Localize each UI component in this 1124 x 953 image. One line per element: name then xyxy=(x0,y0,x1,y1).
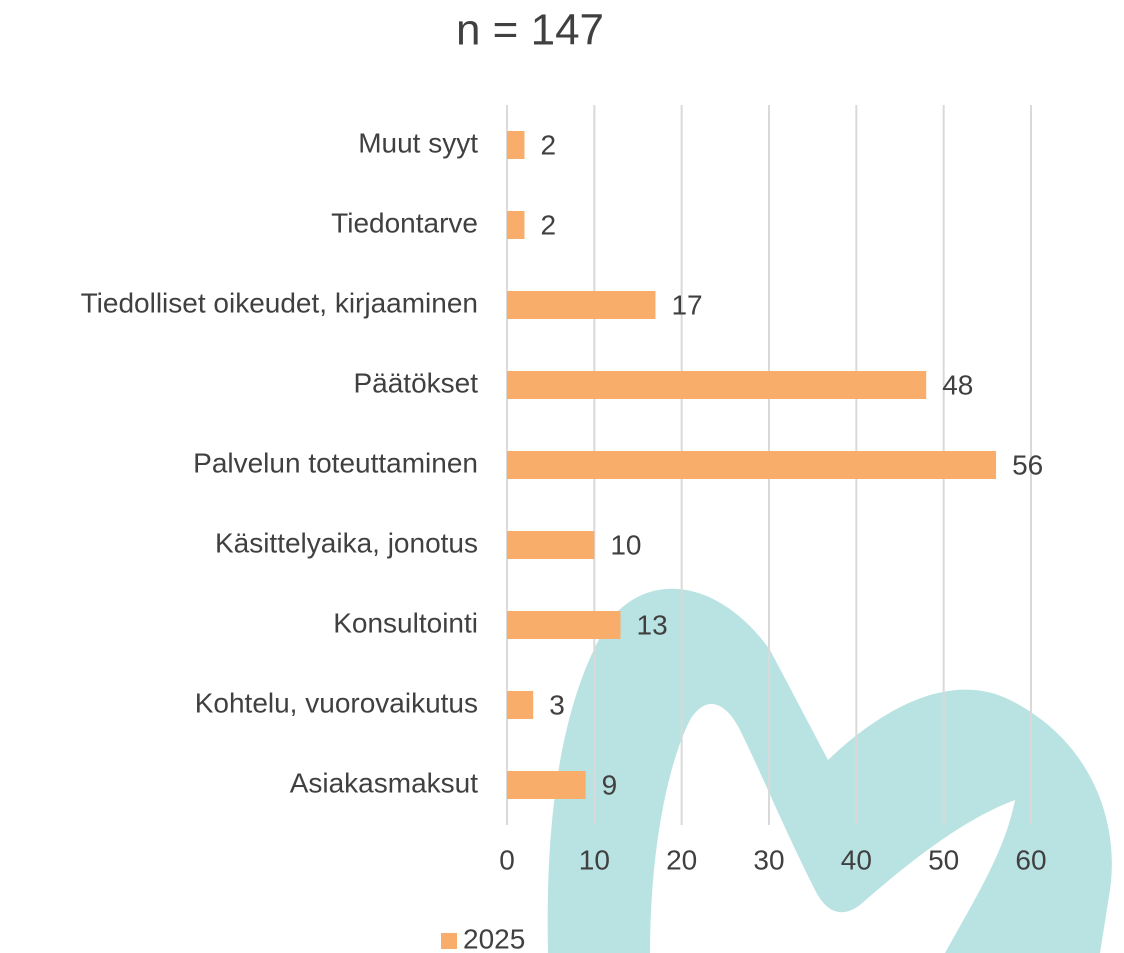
data-label: 48 xyxy=(942,369,973,400)
data-label: 3 xyxy=(549,689,565,720)
bar xyxy=(507,131,524,159)
data-label: 2 xyxy=(540,209,556,240)
x-tick-label: 30 xyxy=(753,844,784,875)
x-tick-label: 60 xyxy=(1015,844,1046,875)
y-tick-label: Tiedontarve xyxy=(331,207,478,238)
data-label: 9 xyxy=(602,769,618,800)
chart: n = 147 0 10 20 30 40 50 60 2 2 17 48 56 10 13 3 9 Muut … xyxy=(0,0,1124,953)
legend-label: 2025 xyxy=(463,923,525,953)
data-label: 13 xyxy=(637,609,668,640)
bar xyxy=(507,451,996,479)
x-tick-label: 50 xyxy=(928,844,959,875)
bar xyxy=(507,691,533,719)
x-tick-label: 20 xyxy=(666,844,697,875)
y-tick-label: Kohtelu, vuorovaikutus xyxy=(195,687,478,718)
bar xyxy=(507,531,594,559)
y-tick-label: Asiakasmaksut xyxy=(290,767,479,798)
bar xyxy=(507,211,524,239)
x-tick-label: 10 xyxy=(579,844,610,875)
y-tick-label: Palvelun toteuttaminen xyxy=(193,447,478,478)
bar xyxy=(507,291,655,319)
y-tick-label: Päätökset xyxy=(353,367,478,398)
chart-title: n = 147 xyxy=(456,6,604,55)
bar xyxy=(507,371,926,399)
y-tick-label: Konsultointi xyxy=(333,607,478,638)
data-label: 56 xyxy=(1012,449,1043,480)
data-label: 2 xyxy=(540,129,556,160)
data-label: 10 xyxy=(610,529,641,560)
x-tick-label: 40 xyxy=(841,844,872,875)
bar xyxy=(507,611,621,639)
y-tick-label: Muut syyt xyxy=(358,127,478,158)
y-tick-label: Käsittelyaika, jonotus xyxy=(215,527,478,558)
x-tick-label: 0 xyxy=(499,844,515,875)
legend-swatch xyxy=(441,933,457,949)
y-tick-label: Tiedolliset oikeudet, kirjaaminen xyxy=(81,287,478,318)
bar xyxy=(507,771,586,799)
data-label: 17 xyxy=(671,289,702,320)
background-logo xyxy=(548,589,1112,953)
